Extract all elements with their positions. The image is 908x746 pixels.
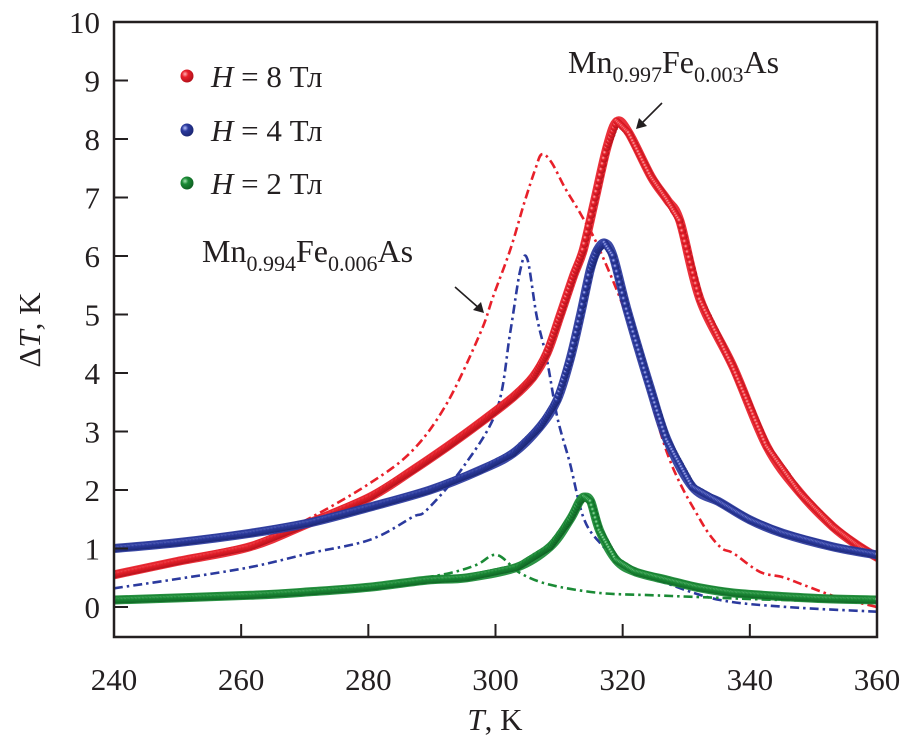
data-point: [582, 234, 590, 242]
x-tick-label: 320: [599, 662, 646, 697]
data-point: [595, 177, 603, 185]
y-axis-title-symbol: T: [12, 328, 47, 348]
y-tick-label: 2: [85, 473, 101, 508]
data-point: [622, 300, 630, 308]
y-tick-label: 7: [85, 181, 101, 216]
data-point: [566, 356, 574, 364]
legend-entry-8T: H = 8 Тл: [180, 59, 323, 94]
data-point: [596, 172, 605, 180]
legend: H = 8 Тл H = 4 Тл H = 2 Тл: [180, 59, 323, 201]
data-point: [583, 229, 591, 237]
x-axis-title: T, K: [467, 702, 523, 737]
x-tick-label: 260: [218, 662, 265, 697]
series-1-markers: [114, 238, 877, 560]
data-point: [579, 301, 587, 309]
data-point: [594, 183, 602, 191]
data-point: [567, 351, 575, 359]
series-line: [249, 152, 877, 609]
data-point: [568, 345, 577, 353]
y-tick-label: 1: [85, 532, 101, 567]
legend-label: H = 4 Тл: [210, 113, 323, 148]
y-axis-title-prefix: Δ: [12, 348, 47, 368]
series-2-markers: [114, 492, 877, 605]
data-point: [580, 295, 588, 303]
data-point: [573, 324, 582, 332]
data-point: [613, 268, 621, 276]
x-tick-label: 360: [854, 662, 901, 697]
annotation-mn0997: Mn0.997Fe0.003As: [568, 44, 779, 129]
y-tick-label: 10: [69, 5, 100, 40]
data-point: [616, 279, 624, 287]
data-point: [587, 211, 596, 219]
x-axis-title-unit: , K: [485, 702, 524, 737]
legend-marker-red: [180, 69, 194, 83]
y-tick-label: 9: [85, 64, 101, 99]
data-point: [590, 199, 598, 207]
data-point: [586, 217, 594, 225]
x-tick-label: 240: [91, 662, 138, 697]
legend-label: H = 8 Тл: [210, 59, 323, 94]
data-point: [600, 155, 608, 163]
data-point: [577, 307, 585, 315]
y-tick-label: 8: [85, 122, 101, 157]
x-tick-label: 280: [345, 662, 392, 697]
y-tick-label: 5: [85, 298, 101, 333]
legend-marker-green: [180, 176, 194, 190]
y-axis-title: ΔT, K: [12, 292, 47, 368]
x-tick-label: 340: [727, 662, 774, 697]
x-axis: 240 260 280 300 320 340 360: [91, 624, 901, 697]
data-point: [582, 284, 591, 292]
legend-marker-blue: [180, 123, 194, 137]
data-point: [579, 246, 587, 254]
y-axis: 0 1 2 3 4 5 6 7 8 9 10: [69, 5, 128, 625]
annotation-label: Mn0.994Fe0.006As: [202, 233, 413, 276]
data-point: [585, 223, 593, 231]
data-point: [598, 166, 606, 174]
y-axis-title-unit: , K: [12, 292, 47, 331]
data-point: [601, 149, 610, 157]
data-point: [584, 278, 592, 286]
y-tick-label: 3: [85, 415, 101, 450]
data-point: [591, 194, 599, 202]
data-point: [575, 318, 583, 326]
legend-entry-4T: H = 4 Тл: [180, 113, 323, 148]
x-axis-title-symbol: T: [467, 702, 487, 737]
data-point: [581, 289, 589, 297]
legend-label: H = 2 Тл: [210, 166, 323, 201]
legend-entry-2T: H = 2 Тл: [180, 166, 323, 201]
data-point: [615, 273, 623, 282]
data-point: [619, 290, 627, 298]
series-layer: [114, 116, 877, 613]
data-point: [589, 205, 597, 213]
y-tick-label: 0: [85, 590, 101, 625]
data-point: [599, 160, 607, 168]
x-tick-label: 300: [472, 662, 519, 697]
y-tick-label: 6: [85, 239, 101, 274]
data-point: [610, 257, 619, 265]
y-tick-label: 4: [85, 356, 101, 391]
data-point: [571, 334, 579, 343]
data-point: [585, 272, 593, 280]
data-point: [570, 340, 578, 348]
arrow-icon: [636, 102, 663, 129]
data-point: [581, 240, 589, 248]
data-point: [617, 284, 626, 292]
arrow-icon: [454, 286, 484, 313]
data-point: [576, 313, 584, 321]
data-point: [609, 252, 617, 260]
annotation-label: Mn0.997Fe0.003As: [568, 44, 779, 87]
data-point: [593, 188, 601, 196]
series-3-dash-dot: [249, 152, 877, 609]
data-point: [572, 329, 580, 337]
annotation-mn0994: Mn0.994Fe0.006As: [202, 233, 484, 313]
